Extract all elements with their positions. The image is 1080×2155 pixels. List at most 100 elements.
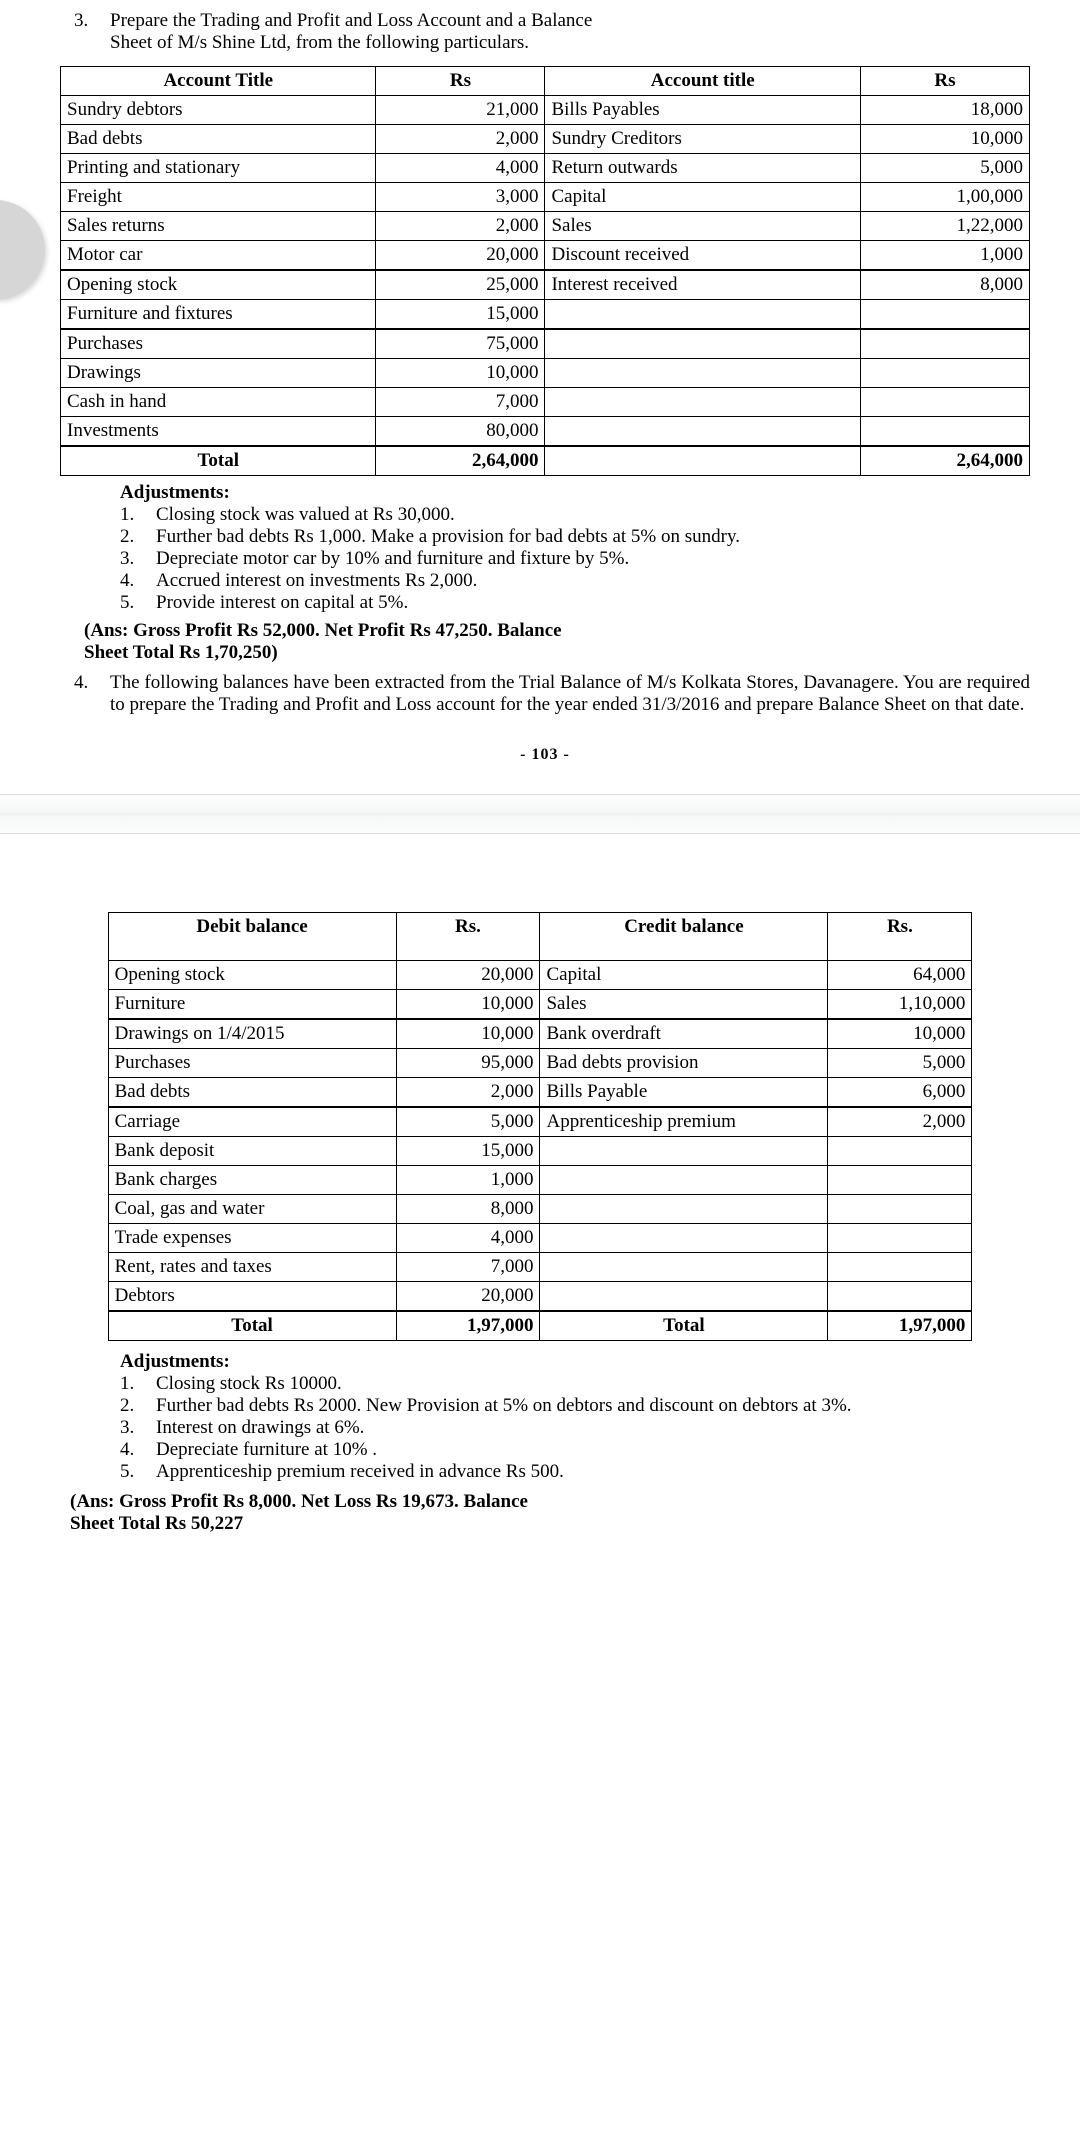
page-1: 3. Prepare the Trading and Profit and Lo…	[0, 0, 1080, 794]
cell	[540, 1282, 828, 1312]
total-cell: 1,97,000	[396, 1311, 540, 1341]
adjustment-item: 5.Provide interest on capital at 5%.	[120, 592, 1030, 614]
cell: 15,000	[376, 300, 545, 330]
adj-number: 1.	[120, 504, 156, 526]
cell: 1,10,000	[828, 990, 972, 1020]
cell: Capital	[545, 183, 860, 212]
page-2: Debit balance Rs. Credit balance Rs. Ope…	[0, 834, 1080, 1573]
table-row: Trade expenses4,000	[108, 1224, 972, 1253]
total-cell: 2,64,000	[860, 446, 1029, 476]
t1-h0: Account Title	[61, 67, 376, 96]
cell: 5,000	[828, 1049, 972, 1078]
total-row: Total1,97,000Total1,97,000	[108, 1311, 972, 1341]
adj-number: 2.	[120, 526, 156, 548]
adj-number: 2.	[120, 1395, 156, 1417]
cell: Motor car	[61, 241, 376, 271]
cell: Discount received	[545, 241, 860, 271]
cell: 21,000	[376, 96, 545, 125]
answer-2: (Ans: Gross Profit Rs 8,000. Net Loss Rs…	[70, 1491, 1010, 1535]
table1-header-row: Account Title Rs Account title Rs	[61, 67, 1030, 96]
cell: 2,000	[376, 212, 545, 241]
cell	[540, 1137, 828, 1166]
cell: Sales	[540, 990, 828, 1020]
table-row: Coal, gas and water8,000	[108, 1195, 972, 1224]
q3-line2: Sheet of M/s Shine Ltd, from the followi…	[110, 32, 529, 53]
cell: 10,000	[860, 125, 1029, 154]
cell: Sales returns	[61, 212, 376, 241]
total-cell: 1,97,000	[828, 1311, 972, 1341]
table-row: Investments80,000	[61, 417, 1030, 447]
cell	[540, 1253, 828, 1282]
cell	[545, 417, 860, 447]
t2-h2: Credit balance	[540, 913, 828, 961]
adj-text: Accrued interest on investments Rs 2,000…	[156, 570, 1030, 592]
cell: Printing and stationary	[61, 154, 376, 183]
cell: Bad debts	[61, 125, 376, 154]
cell	[860, 329, 1029, 359]
cell: 15,000	[396, 1137, 540, 1166]
cell: Furniture	[108, 990, 396, 1020]
cell: Trade expenses	[108, 1224, 396, 1253]
cell: Freight	[61, 183, 376, 212]
q4-number: 4.	[74, 672, 110, 716]
cell: Furniture and fixtures	[61, 300, 376, 330]
cell	[540, 1166, 828, 1195]
adj-text: Interest on drawings at 6%.	[156, 1417, 1010, 1439]
adjustment-item: 1.Closing stock Rs 10000.	[120, 1373, 1010, 1395]
ans1-l1: (Ans: Gross Profit Rs 52,000. Net Profit…	[84, 620, 562, 641]
cell: 2,000	[376, 125, 545, 154]
cell: 1,00,000	[860, 183, 1029, 212]
table-row: Drawings on 1/4/201510,000Bank overdraft…	[108, 1019, 972, 1049]
adj-number: 4.	[120, 1439, 156, 1461]
adjustment-item: 1.Closing stock was valued at Rs 30,000.	[120, 504, 1030, 526]
cell: 25,000	[376, 270, 545, 300]
adj-number: 5.	[120, 1461, 156, 1483]
page-number: - 103 -	[60, 746, 1030, 764]
table-row: Purchases75,000	[61, 329, 1030, 359]
table-row: Debtors20,000	[108, 1282, 972, 1312]
table-row: Rent, rates and taxes7,000	[108, 1253, 972, 1282]
table-row: Cash in hand7,000	[61, 388, 1030, 417]
q4-text: The following balances have been extract…	[110, 672, 1030, 716]
cell: 7,000	[376, 388, 545, 417]
cell: Drawings on 1/4/2015	[108, 1019, 396, 1049]
adj-text: Apprenticeship premium received in advan…	[156, 1461, 1010, 1483]
t1-h2: Account title	[545, 67, 860, 96]
cell: 3,000	[376, 183, 545, 212]
cell: 8,000	[860, 270, 1029, 300]
cell	[828, 1195, 972, 1224]
cell: 1,000	[396, 1166, 540, 1195]
cell	[540, 1195, 828, 1224]
adj1-title: Adjustments:	[120, 482, 1030, 504]
table-row: Bank deposit15,000	[108, 1137, 972, 1166]
cell: Investments	[61, 417, 376, 447]
cell	[828, 1166, 972, 1195]
cell: 4,000	[376, 154, 545, 183]
cell: Coal, gas and water	[108, 1195, 396, 1224]
table-kolkata-stores: Debit balance Rs. Credit balance Rs. Ope…	[108, 912, 973, 1341]
cell	[540, 1224, 828, 1253]
table-row: Opening stock20,000Capital64,000	[108, 961, 972, 990]
adj2-title: Adjustments:	[120, 1351, 1010, 1373]
total-cell	[545, 446, 860, 476]
cell: 2,000	[396, 1078, 540, 1108]
adj-text: Closing stock was valued at Rs 30,000.	[156, 504, 1030, 526]
adjustment-item: 4.Depreciate furniture at 10% .	[120, 1439, 1010, 1461]
adjustments-2: Adjustments: 1.Closing stock Rs 10000.2.…	[120, 1351, 1010, 1483]
table-row: Drawings10,000	[61, 359, 1030, 388]
adjustments-1: Adjustments: 1.Closing stock was valued …	[120, 482, 1030, 614]
adj-number: 5.	[120, 592, 156, 614]
table-row: Motor car20,000Discount received1,000	[61, 241, 1030, 271]
cell: 5,000	[860, 154, 1029, 183]
table-row: Furniture10,000Sales1,10,000	[108, 990, 972, 1020]
cell: 8,000	[396, 1195, 540, 1224]
cell: Capital	[540, 961, 828, 990]
cell	[828, 1253, 972, 1282]
cell: 5,000	[396, 1107, 540, 1137]
cell: Cash in hand	[61, 388, 376, 417]
cell: Carriage	[108, 1107, 396, 1137]
cell: 18,000	[860, 96, 1029, 125]
adjustment-item: 2.Further bad debts Rs 2000. New Provisi…	[120, 1395, 1010, 1417]
cell: 75,000	[376, 329, 545, 359]
answer-1: (Ans: Gross Profit Rs 52,000. Net Profit…	[84, 620, 1030, 664]
